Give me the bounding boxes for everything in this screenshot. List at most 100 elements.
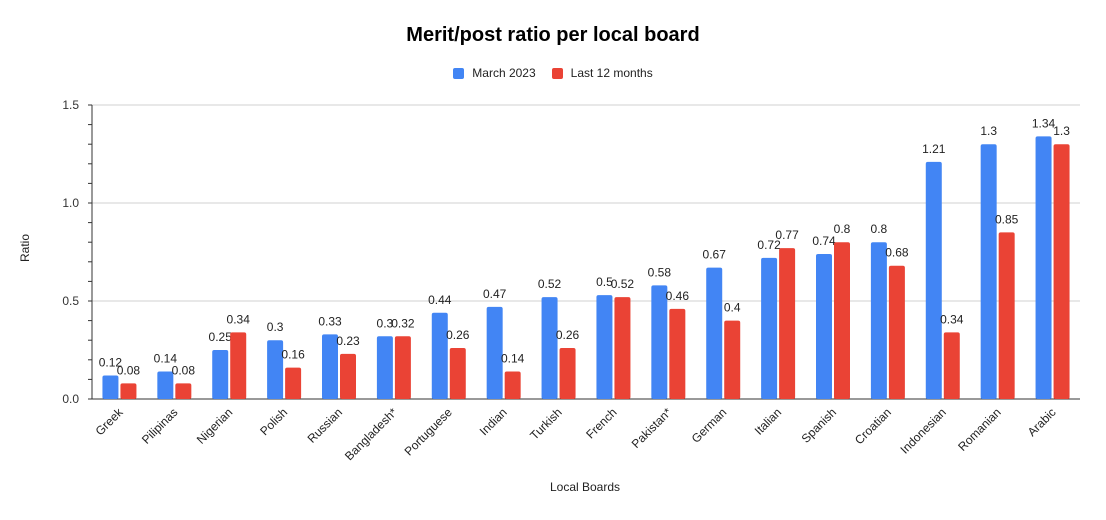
bar-last-12-months [285, 367, 302, 399]
bar-march-2023 [212, 350, 229, 399]
x-tick-label: Italian [752, 405, 785, 438]
y-tick-label: 0.5 [62, 294, 79, 308]
data-label-last-12-months: 0.14 [501, 352, 525, 366]
data-label-last-12-months: 0.16 [281, 348, 305, 362]
data-label-last-12-months: 0.26 [446, 328, 470, 342]
data-label-march-2023: 0.44 [428, 293, 452, 307]
x-tick-label: Portuguese [402, 405, 456, 459]
bar-last-12-months [943, 332, 960, 399]
data-label-last-12-months: 0.08 [172, 363, 196, 377]
data-label-last-12-months: 0.34 [227, 312, 251, 326]
legend-label-last-12-months: Last 12 months [570, 66, 653, 80]
x-tick-label: Spanish [799, 405, 840, 446]
x-tick-label: French [583, 405, 619, 441]
data-label-march-2023: 0.47 [483, 287, 507, 301]
bar-march-2023 [706, 267, 723, 399]
y-tick-label: 1.0 [62, 196, 79, 210]
bar-last-12-months [230, 332, 247, 399]
bar-march-2023 [102, 375, 119, 399]
bar-last-12-months [394, 336, 411, 399]
bar-march-2023 [431, 312, 448, 399]
legend-swatch-march-2023 [453, 67, 465, 79]
x-axis-label: Local Boards [549, 480, 621, 494]
data-label-last-12-months: 0.23 [336, 334, 360, 348]
x-tick-label: Greek [93, 405, 127, 439]
bar-last-12-months [175, 383, 192, 399]
x-tick-label: Indonesian [897, 405, 948, 456]
bar-last-12-months [1053, 144, 1070, 399]
data-label-march-2023: 0.3 [377, 316, 394, 330]
x-tick-label: Russian [305, 405, 346, 446]
bar-last-12-months [120, 383, 137, 399]
y-tick-label: 0.0 [62, 392, 79, 406]
bar-last-12-months [614, 297, 631, 399]
data-label-march-2023: 0.5 [596, 275, 613, 289]
chart-title: Merit/post ratio per local board [406, 24, 700, 46]
data-label-march-2023: 0.52 [538, 277, 562, 291]
data-label-march-2023: 0.58 [648, 265, 672, 279]
legend: March 2023 Last 12 months [0, 66, 1106, 80]
x-tick-label: Pilipinas [139, 405, 181, 447]
bar-last-12-months [998, 232, 1015, 399]
bar-march-2023 [541, 297, 558, 399]
bar-last-12-months [669, 308, 686, 399]
data-label-last-12-months: 0.85 [995, 212, 1019, 226]
legend-item-last-12-months: Last 12 months [551, 66, 653, 80]
x-tick-label: German [689, 405, 730, 446]
data-label-last-12-months: 0.8 [834, 222, 851, 236]
bar-last-12-months [559, 348, 576, 399]
data-label-march-2023: 1.21 [922, 142, 946, 156]
bar-last-12-months [724, 320, 741, 399]
data-label-last-12-months: 0.46 [666, 289, 690, 303]
data-label-last-12-months: 0.4 [724, 301, 741, 315]
bar-last-12-months [449, 348, 466, 399]
bar-march-2023 [596, 295, 613, 399]
x-tick-label: Croatian [852, 405, 894, 447]
bar-march-2023 [651, 285, 668, 399]
data-label-last-12-months: 0.77 [775, 228, 799, 242]
data-label-march-2023: 0.3 [267, 320, 284, 334]
bar-march-2023 [816, 253, 832, 399]
bar-march-2023 [267, 340, 284, 399]
y-axis-label: Ratio [18, 233, 32, 262]
y-tick-label: 1.5 [62, 98, 79, 112]
bar-last-12-months [504, 371, 521, 399]
bar-march-2023 [870, 242, 887, 399]
data-label-march-2023: 1.3 [980, 124, 997, 138]
data-label-march-2023: 0.8 [871, 222, 888, 236]
data-label-last-12-months: 0.08 [117, 363, 141, 377]
x-tick-label: Arabic [1025, 405, 1059, 439]
data-label-march-2023: 0.67 [703, 248, 727, 262]
x-tick-label: Indian [477, 405, 510, 438]
bar-march-2023 [322, 334, 338, 399]
legend-label-march-2023: March 2023 [472, 66, 536, 80]
data-label-last-12-months: 0.32 [391, 316, 415, 330]
data-label-march-2023: 1.34 [1032, 116, 1056, 130]
data-label-march-2023: 0.33 [318, 314, 342, 328]
legend-swatch-last-12-months [551, 67, 563, 79]
bar-last-12-months [834, 242, 850, 399]
bar-march-2023 [925, 161, 942, 399]
legend-item-march-2023: March 2023 [453, 66, 536, 80]
x-tick-label: Turkish [527, 405, 564, 442]
x-tick-label: Nigerian [194, 405, 236, 447]
x-tick-label: Bangladesh* [342, 405, 400, 463]
data-label-last-12-months: 0.68 [885, 246, 909, 260]
data-label-march-2023: 0.12 [99, 355, 123, 369]
x-tick-label: Polish [257, 405, 290, 438]
bar-march-2023 [1035, 136, 1052, 400]
bar-march-2023 [157, 371, 174, 399]
data-label-march-2023: 0.74 [812, 234, 836, 248]
data-label-last-12-months: 1.3 [1053, 124, 1070, 138]
data-label-last-12-months: 0.34 [940, 312, 964, 326]
bar-march-2023 [980, 144, 997, 399]
bar-last-12-months [340, 353, 356, 399]
bar-march-2023 [761, 257, 778, 399]
x-tick-label: Romanian [955, 405, 1004, 454]
bar-march-2023 [376, 336, 393, 399]
bar-last-12-months [779, 248, 796, 399]
data-label-march-2023: 0.14 [154, 352, 178, 366]
data-label-last-12-months: 0.26 [556, 328, 580, 342]
